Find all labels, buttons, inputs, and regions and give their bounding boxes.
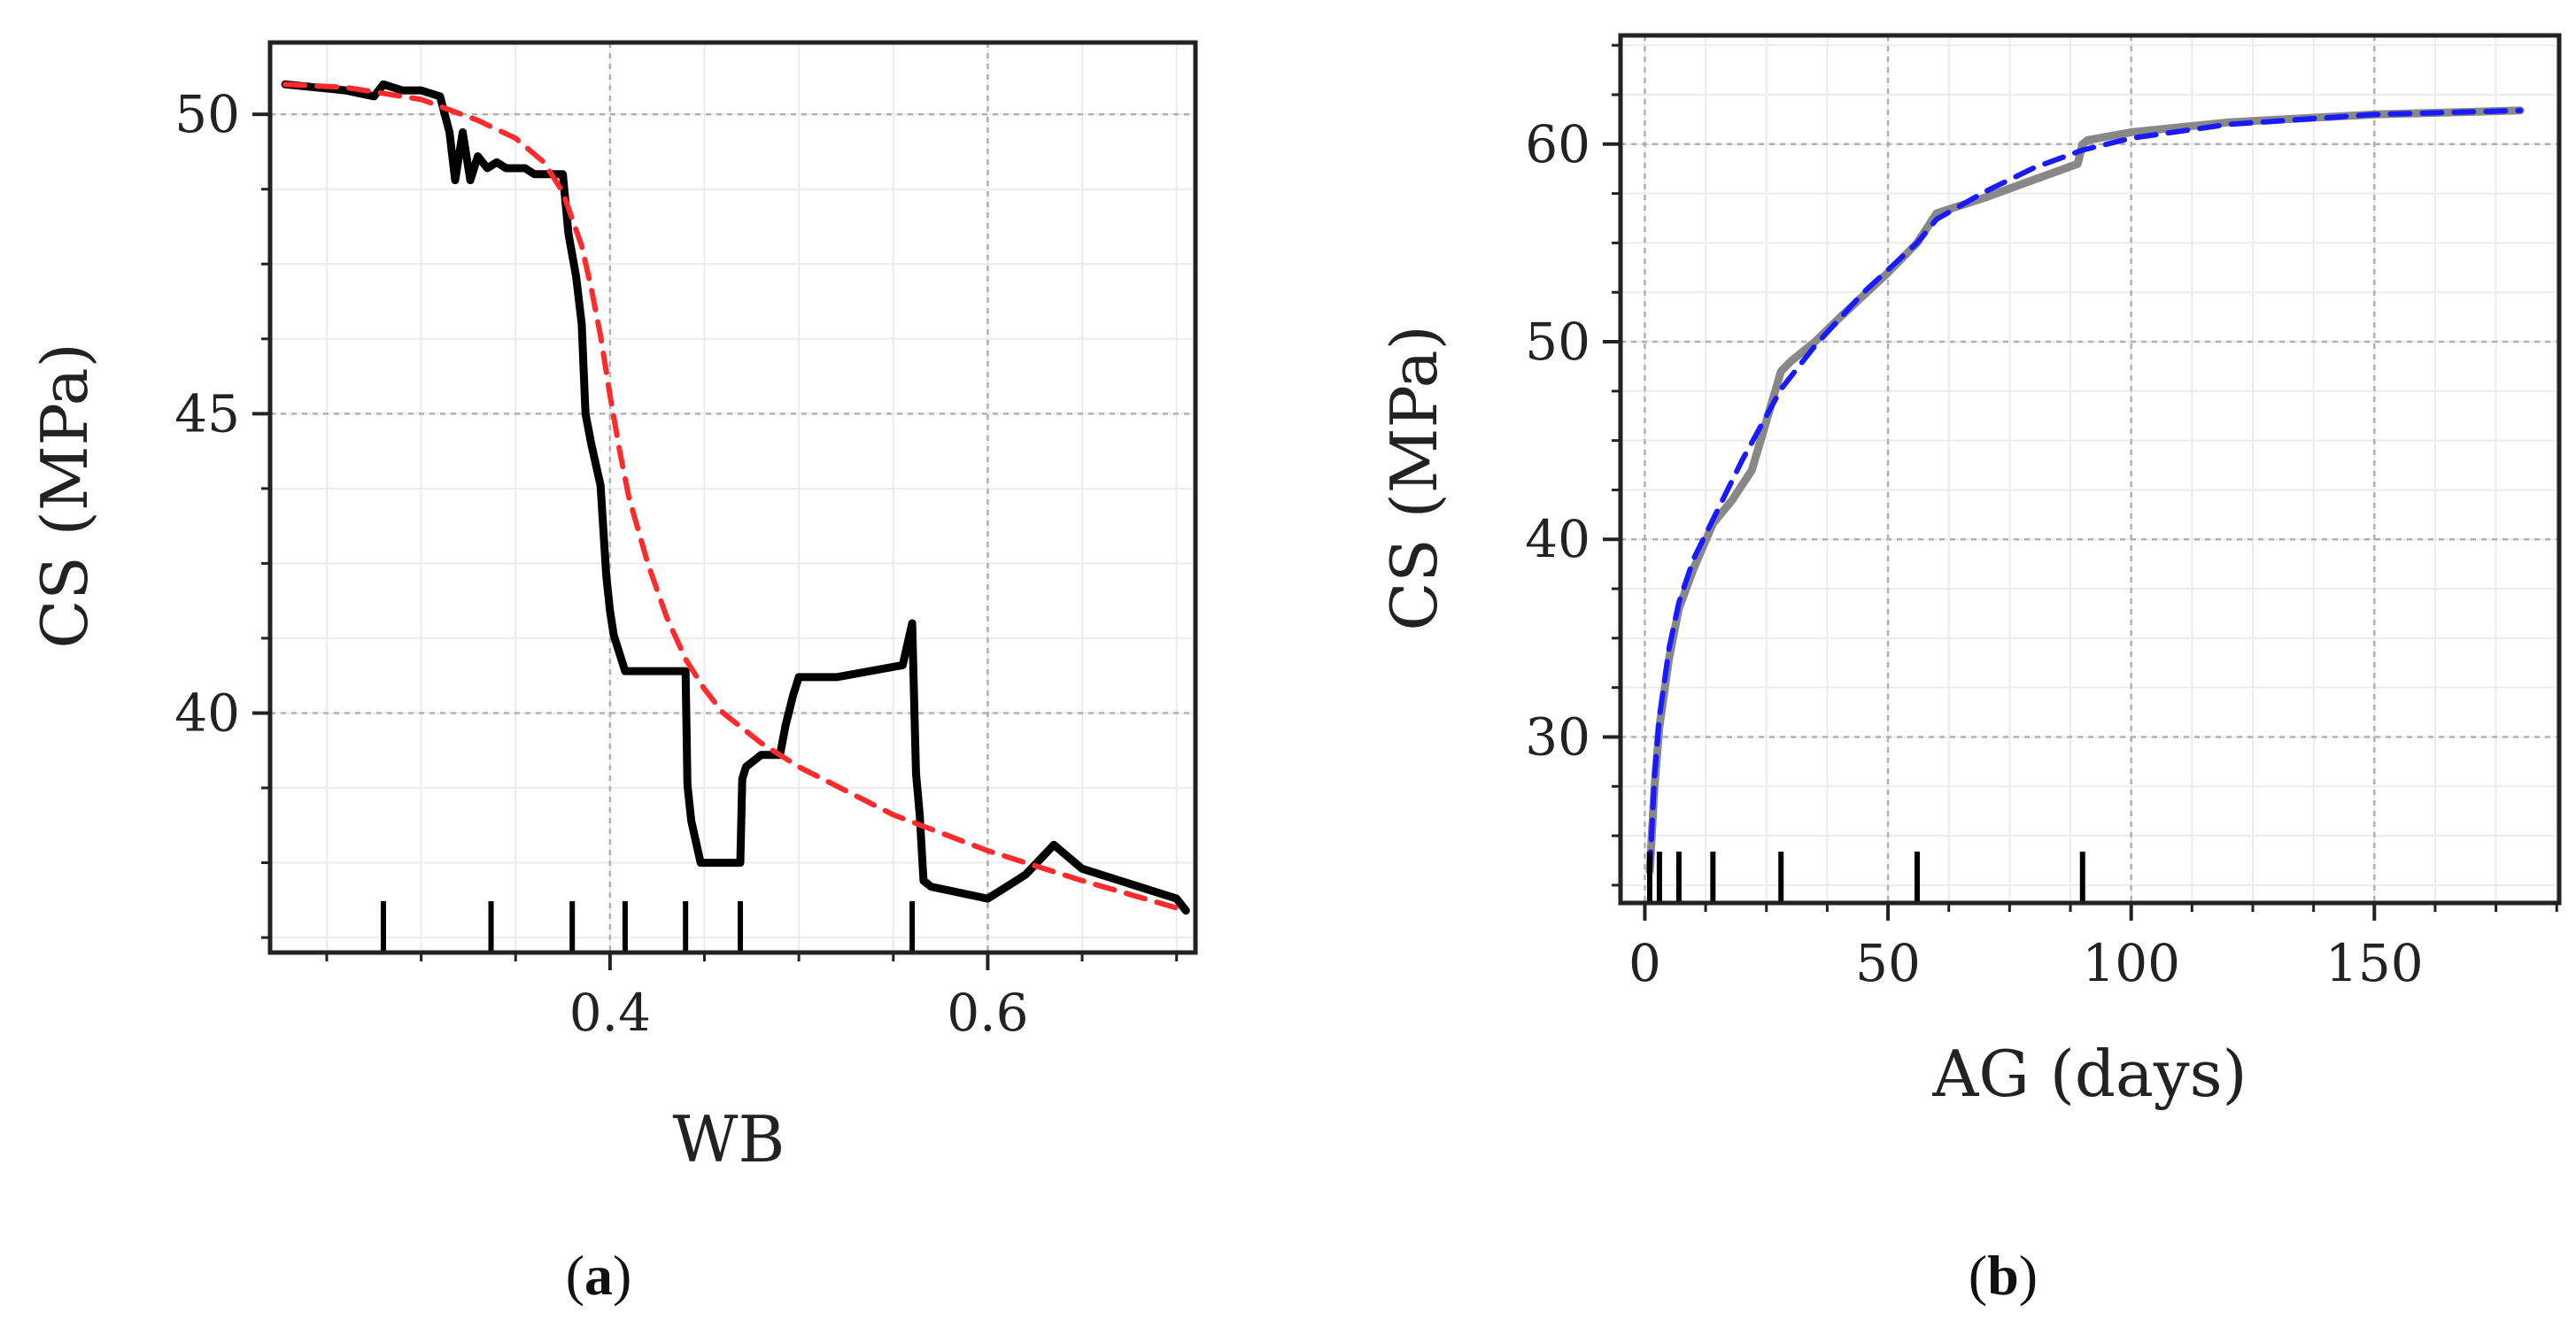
minor-grid-a [270,42,1195,953]
plot-area-b [1621,35,2559,903]
x-axis-label-a: WB [673,1102,785,1177]
xtick-label: 50 [1855,933,1921,993]
chart-panel-b: 30 40 50 60 0 50 100 150 AG (days) CS (M… [1377,33,2562,1307]
xtick-label: 0.6 [947,983,1028,1043]
plot-area-a [270,42,1195,953]
fitted-curve-line [1647,107,2524,875]
ticks-a [252,112,1179,970]
minor-grid-b [1621,35,2559,903]
ytick-label: 50 [174,84,240,144]
series-layer-a [281,80,1190,915]
panel-letter-b: b [1987,1244,2019,1307]
plot-frame-b [1618,33,2562,906]
ytick-label: 50 [1525,312,1590,372]
ytick-label: 40 [1525,509,1590,569]
xtick-label: 0.4 [569,983,651,1043]
xtick-label: 150 [2325,933,2424,993]
panel-letter-a: a [584,1244,613,1307]
major-grid-b [1621,35,2559,903]
major-grid-a [270,42,1195,953]
xtick-labels-a: 0.4 0.6 [569,983,1029,1043]
ytick-labels-a: 40 45 50 [174,84,240,743]
ytick-label: 60 [1525,114,1590,174]
xtick-label: 0 [1628,933,1661,993]
ytick-labels-b: 30 40 50 60 [1525,114,1590,768]
chart-panel-a: 40 45 50 0.4 0.6 WB CS (MPa) (a) [27,40,1198,1307]
ticks-b [1603,43,2558,921]
ytick-label: 40 [174,683,240,743]
panel-label-b: (b) [1969,1244,2038,1307]
fitted-curve-line [282,81,1189,914]
ytick-label: 30 [1525,706,1590,767]
observed-curve-line [281,80,1190,915]
y-axis-label-b: CS (MPa) [1377,325,1451,630]
panel-label-a: (a) [566,1244,632,1307]
x-axis-label-b: AG (days) [1931,1037,2247,1111]
xtick-label: 100 [2082,933,2180,993]
rug-layer-b [1646,852,2085,903]
rug-layer-a [380,901,916,953]
plot-frame-a [267,40,1198,955]
series-layer-b [1645,106,2525,876]
y-axis-label-a: CS (MPa) [27,343,102,648]
ytick-label: 45 [174,383,240,444]
xtick-labels-b: 0 50 100 150 [1628,933,2424,993]
